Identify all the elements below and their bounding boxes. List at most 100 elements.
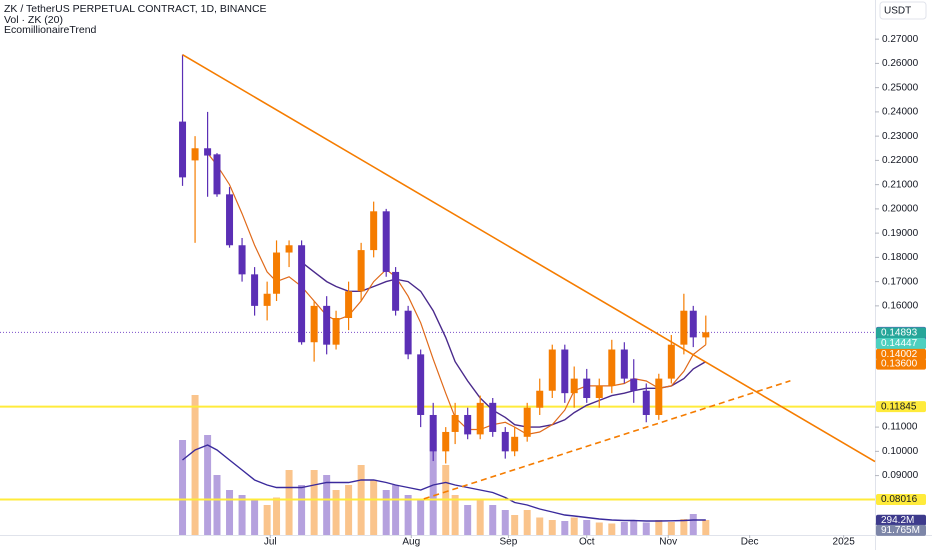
price-badge [876, 338, 926, 350]
volume-bar [451, 495, 459, 535]
candle-body [489, 402, 497, 432]
y-tick-label: 0.21000 [882, 179, 919, 190]
currency-label[interactable]: USDT [884, 6, 911, 17]
candle-body [548, 349, 556, 391]
x-tick-label: Jul [264, 537, 277, 548]
volume-bar [476, 500, 484, 535]
volume-badge [876, 514, 926, 526]
volume-bar [489, 505, 497, 535]
y-tick-label: 0.22000 [882, 155, 919, 166]
volume-bar [323, 475, 331, 535]
candle-body [655, 378, 663, 415]
volume-bar [501, 510, 509, 535]
chart-title: ZK / TetherUS PERPETUAL CONTRACT, 1D, BI… [4, 3, 267, 15]
candle-body [464, 414, 472, 435]
trendline [423, 380, 791, 500]
volume-bar [689, 514, 697, 535]
volume-bar [536, 517, 544, 535]
volume-bar [583, 520, 591, 535]
candle-body [263, 293, 271, 306]
x-tick-label: Dec [741, 537, 759, 548]
y-tick-label: 0.11000 [882, 422, 918, 433]
y-tick-label: 0.24000 [882, 107, 919, 118]
volume-bar [310, 470, 318, 535]
candle-body [667, 344, 675, 379]
volume-bar [429, 430, 437, 535]
candle-body [285, 245, 293, 253]
volume-bar [204, 435, 212, 535]
y-tick-label: 0.27000 [882, 34, 919, 45]
volume-bar [620, 522, 628, 535]
volume-bar [702, 520, 710, 535]
y-tick-label: 0.19000 [882, 228, 919, 239]
x-tick-label: Nov [659, 537, 677, 548]
candle-body [451, 414, 459, 432]
y-tick-label: 0.17000 [882, 276, 919, 287]
volume-bar [655, 520, 663, 535]
volume-bar [570, 517, 578, 535]
indicator-label: EcomillionaireTrend [4, 24, 97, 36]
volume-bar [642, 522, 650, 535]
price-badge-label: 0.13600 [881, 359, 918, 370]
y-tick-label: 0.09000 [882, 470, 919, 481]
candle-body [536, 390, 544, 408]
candle-body [310, 305, 318, 343]
volume-bar [382, 490, 390, 535]
y-tick-label: 0.23000 [882, 131, 919, 142]
y-tick-label: 0.16000 [882, 301, 919, 312]
y-tick-label: 0.25000 [882, 82, 919, 93]
candle-body [345, 291, 353, 318]
x-tick-label: Sep [500, 537, 518, 548]
candle-body [561, 349, 569, 394]
currency-box[interactable] [879, 1, 927, 20]
volume-ma-line [182, 444, 706, 522]
candle-body [689, 310, 697, 338]
candle-body [511, 436, 519, 452]
candle-body [332, 317, 340, 345]
volume-bar [608, 523, 616, 535]
volume-bar [595, 522, 603, 535]
price-badge-label: 0.14447 [881, 338, 918, 349]
volume-bar [285, 470, 293, 535]
volume-bar [263, 505, 271, 535]
volume-bar [213, 475, 221, 535]
volume-bar [298, 485, 306, 535]
candle-body [476, 402, 484, 435]
volume-bar [251, 500, 259, 535]
price-badge [876, 358, 926, 370]
candle-body [417, 354, 425, 415]
volume-bar [464, 505, 472, 535]
x-tick-label: 2025 [833, 537, 856, 548]
candle-body [583, 378, 591, 399]
candle-body [357, 250, 365, 292]
volume-bar [511, 515, 519, 535]
candle-body [191, 148, 199, 161]
candle-body [608, 349, 616, 386]
volume-bar [226, 490, 234, 535]
volume-bar [370, 480, 378, 535]
volume-badge-label: 91.765M [881, 525, 920, 536]
volume-bar [561, 521, 569, 535]
candle-body [392, 271, 400, 311]
volume-bar [548, 520, 556, 535]
candle-body [630, 378, 638, 391]
price-badge [876, 348, 926, 360]
y-tick-label: 0.26000 [882, 58, 919, 69]
candle-body [442, 431, 450, 452]
candle-body [680, 310, 688, 345]
candle-body [702, 332, 710, 338]
y-tick-label: 0.10000 [882, 446, 919, 457]
volume-bar [417, 500, 425, 535]
candle-body [595, 385, 603, 399]
volume-bar [392, 485, 400, 535]
price-badge-label: 0.08016 [881, 494, 918, 505]
candle-body [404, 310, 412, 355]
volume-bar [523, 510, 531, 535]
candle-body [382, 211, 390, 272]
candle-body [429, 414, 437, 452]
volume-bar [332, 490, 340, 535]
price-badge [876, 493, 926, 505]
